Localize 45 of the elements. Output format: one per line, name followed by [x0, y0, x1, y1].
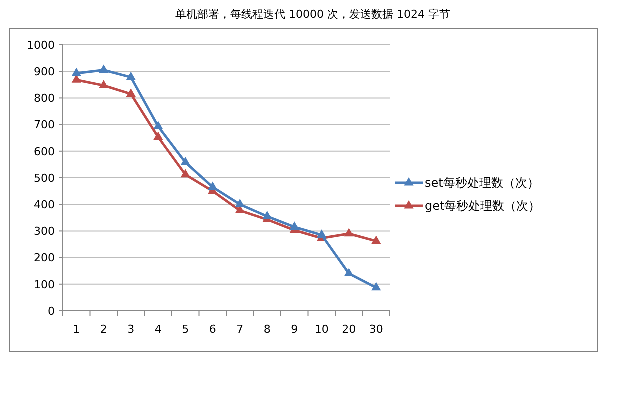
- y-tick-label: 400: [34, 198, 55, 212]
- point: [154, 132, 164, 140]
- y-tick-label: 900: [34, 65, 55, 78]
- y-tick-label: 800: [34, 92, 55, 106]
- x-tick-label: 10: [314, 323, 329, 336]
- x-tick-label: 5: [182, 323, 190, 336]
- y-tick-label: 500: [34, 172, 55, 185]
- chart-title: 单机部署，每线程迭代 10000 次，发送数据 1024 字节: [176, 8, 450, 21]
- x-tick-label: 30: [369, 323, 384, 336]
- point: [372, 236, 382, 244]
- point: [262, 211, 272, 220]
- point: [99, 64, 109, 74]
- legend-label: get每秒处理数（次）: [425, 199, 541, 214]
- point: [180, 157, 190, 166]
- point: [208, 182, 218, 190]
- y-tick-label: 200: [34, 252, 55, 265]
- x-tick-label: 4: [154, 323, 162, 336]
- legend-label: set每秒处理数（次）: [425, 176, 540, 190]
- point: [72, 74, 82, 83]
- x-tick-label: 7: [236, 323, 244, 336]
- point: [180, 169, 190, 178]
- x-tick-label: 2: [100, 323, 108, 336]
- point: [344, 228, 354, 237]
- point: [344, 268, 354, 277]
- point: [126, 72, 136, 80]
- y-tick-label: 700: [34, 118, 55, 132]
- point: [235, 199, 245, 208]
- y-tick-label: 0: [48, 304, 55, 318]
- x-tick-label: 3: [128, 323, 135, 336]
- y-tick-label: 300: [34, 225, 55, 238]
- point: [372, 282, 382, 291]
- point: [99, 80, 109, 88]
- point: [154, 121, 164, 130]
- y-tick-label: 100: [34, 278, 55, 292]
- x-tick-label: 20: [342, 323, 356, 336]
- point: [126, 88, 136, 97]
- x-tick-label: 6: [209, 323, 216, 336]
- y-tick-label: 1000: [27, 38, 55, 52]
- point: [72, 68, 82, 76]
- point: [317, 230, 327, 238]
- x-tick-label: 9: [291, 323, 298, 336]
- x-tick-label: 1: [73, 323, 80, 336]
- x-tick-label: 8: [264, 323, 271, 336]
- point: [290, 222, 300, 230]
- y-tick-label: 600: [34, 145, 55, 158]
